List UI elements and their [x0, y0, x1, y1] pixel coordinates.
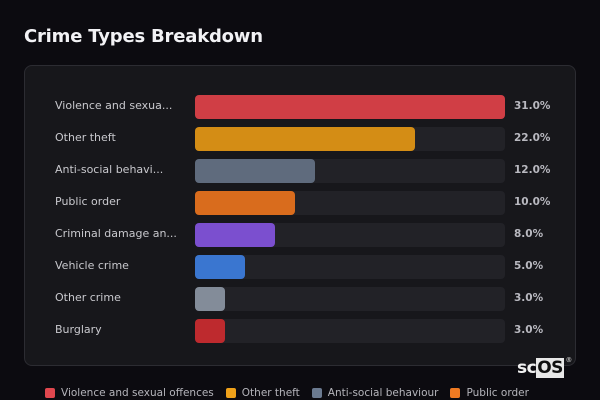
scos-logo: scOS ® [517, 356, 572, 378]
bar-label: Burglary [55, 323, 102, 336]
bar-track [195, 255, 505, 279]
bar-track [195, 159, 505, 183]
chart-title: Crime Types Breakdown [24, 26, 263, 47]
bar-fill[interactable] [195, 159, 315, 183]
logo-prefix: sc [517, 358, 537, 378]
legend-swatch-icon [311, 388, 322, 398]
bar-value: 3.0% [514, 324, 544, 336]
bar-label: Other theft [55, 131, 116, 144]
bar-track [195, 287, 505, 311]
bar-value: 5.0% [514, 260, 544, 272]
legend-item[interactable]: Anti-social behaviour [311, 387, 439, 399]
legend-item[interactable]: Public order [450, 387, 529, 399]
bar-row[interactable]: Violence and sexua... 31.0% [25, 95, 575, 119]
legend-swatch-icon [225, 388, 236, 398]
bar-label: Other crime [55, 291, 121, 304]
bar-row[interactable]: Other theft 22.0% [25, 127, 575, 151]
bar-row[interactable]: Other crime 3.0% [25, 287, 575, 311]
bar-row[interactable]: Burglary 3.0% [25, 319, 575, 343]
bar-label: Criminal damage an... [55, 227, 177, 240]
bar-track [195, 319, 505, 343]
bar-fill[interactable] [195, 223, 275, 247]
bar-value: 8.0% [514, 228, 544, 240]
bar-fill[interactable] [195, 95, 505, 119]
bar-track [195, 223, 505, 247]
bar-row[interactable]: Anti-social behavi... 12.0% [25, 159, 575, 183]
bar-label: Anti-social behavi... [55, 163, 164, 176]
bar-fill[interactable] [195, 255, 245, 279]
bar-row[interactable]: Vehicle crime 5.0% [25, 255, 575, 279]
bar-fill[interactable] [195, 191, 295, 215]
bar-label: Violence and sexua... [55, 99, 173, 112]
bar-label: Vehicle crime [55, 259, 129, 272]
chart-card: Violence and sexua... 31.0% Other theft 22.… [24, 65, 576, 366]
legend-label: Other theft [241, 387, 300, 399]
registered-mark-icon: ® [565, 356, 572, 364]
bar-value: 22.0% [514, 132, 551, 144]
bar-track [195, 191, 505, 215]
bar-row[interactable]: Criminal damage an... 8.0% [25, 223, 575, 247]
bar-track [195, 95, 505, 119]
bar-fill[interactable] [195, 127, 415, 151]
legend-swatch-icon [45, 388, 55, 398]
chart-legend: Violence and sexual offences Other theft A… [45, 387, 529, 399]
bar-row[interactable]: Public order 10.0% [25, 191, 575, 215]
bar-value: 31.0% [514, 100, 551, 112]
legend-item[interactable]: Other theft [225, 387, 300, 399]
logo-boxed: OS [536, 358, 564, 378]
bar-value: 3.0% [514, 292, 544, 304]
bar-value: 10.0% [514, 196, 551, 208]
legend-label: Anti-social behaviour [327, 387, 439, 399]
bar-fill[interactable] [195, 287, 225, 311]
legend-swatch-icon [450, 388, 461, 398]
bar-track [195, 127, 505, 151]
bar-label: Public order [55, 195, 121, 208]
legend-label: Public order [466, 387, 529, 399]
legend-label: Violence and sexual offences [61, 387, 214, 399]
legend-item[interactable]: Violence and sexual offences [45, 387, 214, 399]
bar-fill[interactable] [195, 319, 225, 343]
bar-value: 12.0% [514, 164, 551, 176]
